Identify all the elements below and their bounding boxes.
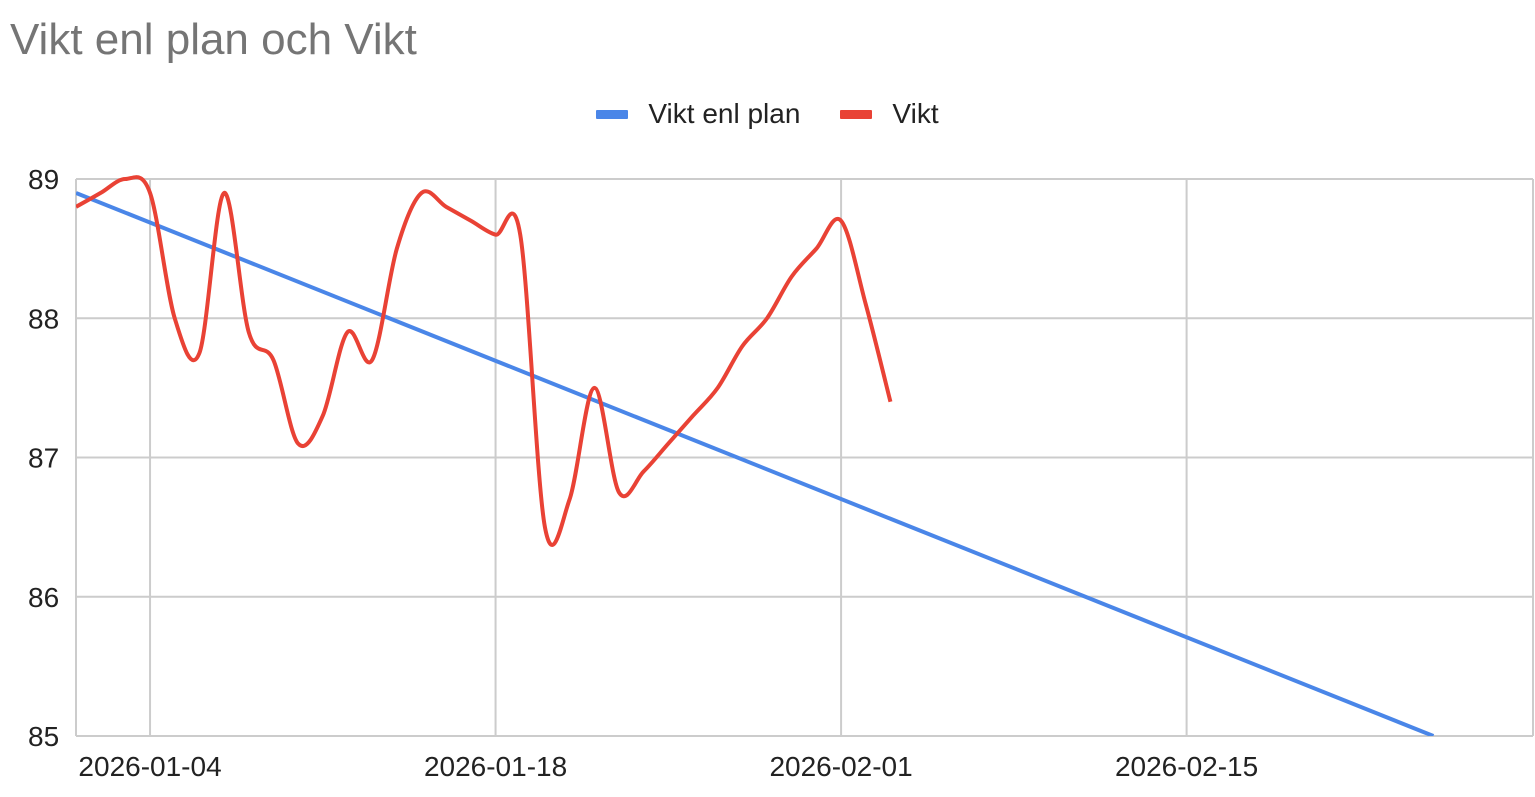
legend-item-plan[interactable]: Vikt enl plan bbox=[596, 98, 800, 130]
x-tick-label: 2026-02-01 bbox=[769, 751, 912, 782]
y-tick-label: 87 bbox=[28, 443, 59, 474]
legend-swatch-vikt bbox=[840, 109, 873, 119]
legend-swatch-plan bbox=[596, 109, 629, 119]
x-tick-label: 2026-01-18 bbox=[424, 751, 567, 782]
x-tick-label: 2026-02-15 bbox=[1115, 751, 1258, 782]
legend: Vikt enl plan Vikt bbox=[0, 98, 1535, 130]
y-tick-label: 88 bbox=[28, 303, 59, 334]
y-tick-label: 85 bbox=[28, 721, 59, 752]
series-line-vikt-enl-plan bbox=[76, 191, 1435, 736]
legend-label-vikt: Vikt bbox=[892, 98, 939, 129]
x-tick-label: 2026-01-04 bbox=[78, 751, 221, 782]
series-line-vikt bbox=[76, 175, 893, 547]
chart-title: Vikt enl plan och Vikt bbox=[10, 15, 417, 64]
y-tick-label: 89 bbox=[28, 164, 59, 195]
legend-item-vikt[interactable]: Vikt bbox=[840, 98, 939, 130]
y-tick-label: 86 bbox=[28, 582, 59, 613]
legend-label-plan: Vikt enl plan bbox=[648, 98, 801, 129]
